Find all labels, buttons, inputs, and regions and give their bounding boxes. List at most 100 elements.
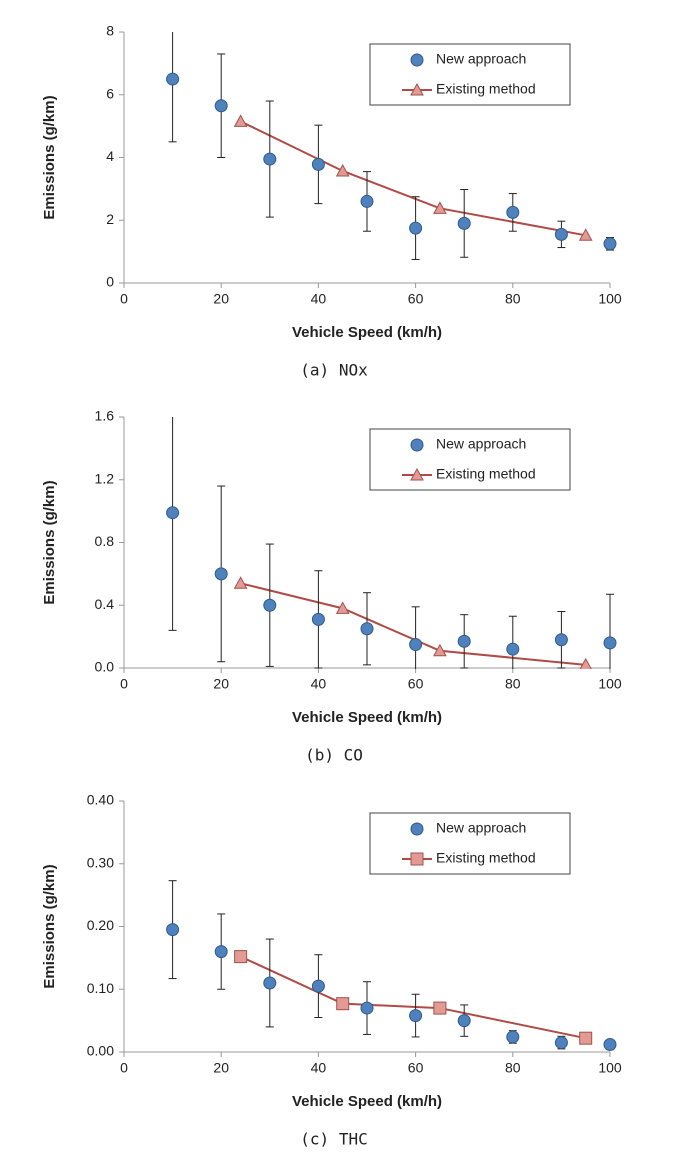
y-tick-label: 0.00 (87, 1043, 114, 1059)
x-axis-label: Vehicle Speed (km/h) (292, 324, 442, 341)
legend-marker (410, 467, 424, 481)
y-tick-label: 0.20 (87, 917, 114, 933)
marker (506, 205, 520, 219)
y-axis-label: Emissions (g/km) (41, 864, 58, 988)
chart: 0.00 0.10 0.20 0.30 0.40 0 20 40 60 80 100 Vehicle … (41, 792, 622, 1149)
x-tick-label: 80 (505, 1060, 521, 1076)
y-tick-label: 1.6 (95, 408, 115, 424)
marker (311, 979, 325, 993)
marker (409, 637, 423, 651)
marker (457, 634, 471, 648)
x-tick-label: 0 (120, 291, 128, 307)
marker (409, 1009, 423, 1023)
x-axis-label: Vehicle Speed (km/h) (292, 709, 442, 726)
marker (603, 636, 617, 650)
legend-marker (410, 82, 424, 96)
marker (457, 1014, 471, 1028)
chart: 0.0 0.4 0.8 1.2 1.6 0 20 40 60 80 100 Vehicle Speed… (41, 408, 622, 765)
marker (579, 657, 592, 669)
series-line (240, 120, 586, 237)
marker (166, 506, 180, 520)
marker (311, 612, 325, 626)
x-tick-label: 80 (505, 291, 521, 307)
x-tick-label: 40 (311, 676, 327, 692)
marker (263, 598, 277, 612)
legend-label: New approach (436, 436, 526, 452)
marker (263, 152, 277, 166)
y-tick-label: 0.8 (95, 533, 115, 549)
y-tick-label: 1.2 (95, 470, 115, 486)
legend-label: New approach (436, 51, 526, 67)
marker (166, 923, 180, 937)
x-tick-label: 40 (311, 1060, 327, 1076)
marker (360, 1001, 374, 1015)
legend-label: Existing method (436, 81, 536, 97)
legend-label: New approach (436, 820, 526, 836)
legend-box (369, 43, 571, 106)
x-tick-label: 0 (120, 1060, 128, 1076)
caption: (a) NOx (300, 361, 368, 380)
marker (263, 976, 277, 990)
marker (603, 237, 617, 251)
marker (214, 945, 228, 959)
legend-marker (410, 438, 424, 452)
y-axis-label: Emissions (g/km) (41, 95, 58, 219)
legend-marker (410, 53, 424, 67)
y-tick-label: 0.30 (87, 854, 114, 870)
marker (603, 1037, 617, 1051)
marker (506, 1030, 520, 1044)
marker (234, 950, 248, 964)
x-tick-label: 60 (408, 291, 424, 307)
y-tick-label: 0.10 (87, 980, 114, 996)
marker (409, 221, 423, 235)
x-tick-label: 100 (598, 676, 622, 692)
marker (554, 1036, 568, 1050)
y-tick-label: 6 (106, 85, 114, 101)
x-tick-label: 0 (120, 676, 128, 692)
marker (335, 601, 350, 614)
x-tick-label: 40 (311, 291, 327, 307)
legend-label: Existing method (436, 850, 536, 866)
x-tick-label: 60 (408, 676, 424, 692)
y-tick-label: 4 (106, 148, 114, 164)
legend-marker (410, 822, 424, 836)
plot (166, 417, 617, 669)
marker (336, 997, 350, 1011)
marker (457, 216, 471, 230)
x-axis-label: Vehicle Speed (km/h) (292, 1093, 442, 1110)
y-tick-label: 0 (106, 274, 114, 290)
marker (166, 72, 180, 86)
marker (554, 227, 568, 241)
marker (360, 194, 374, 208)
marker (433, 643, 447, 657)
legend-box (369, 812, 571, 875)
legend-label: Existing method (436, 466, 536, 482)
y-axis-label: Emissions (g/km) (41, 480, 58, 604)
marker (214, 567, 228, 581)
plot (166, 880, 617, 1051)
marker (506, 642, 520, 656)
marker (214, 99, 228, 113)
marker (433, 1001, 447, 1015)
y-tick-label: 0.40 (87, 792, 114, 808)
x-tick-label: 20 (213, 291, 229, 307)
y-tick-label: 2 (106, 211, 114, 227)
x-tick-label: 60 (408, 1060, 424, 1076)
marker (233, 114, 248, 127)
x-tick-label: 20 (213, 1060, 229, 1076)
marker (360, 622, 374, 636)
marker (335, 163, 350, 177)
legend-box (369, 428, 571, 491)
marker (578, 228, 593, 241)
marker (433, 201, 447, 214)
legend-marker (410, 852, 424, 866)
caption: (c) THC (300, 1130, 367, 1149)
marker (311, 157, 325, 171)
caption: (b) CO (305, 746, 363, 765)
y-tick-label: 0.0 (95, 659, 115, 675)
marker (233, 576, 248, 589)
x-tick-label: 80 (505, 676, 521, 692)
marker (554, 633, 568, 647)
